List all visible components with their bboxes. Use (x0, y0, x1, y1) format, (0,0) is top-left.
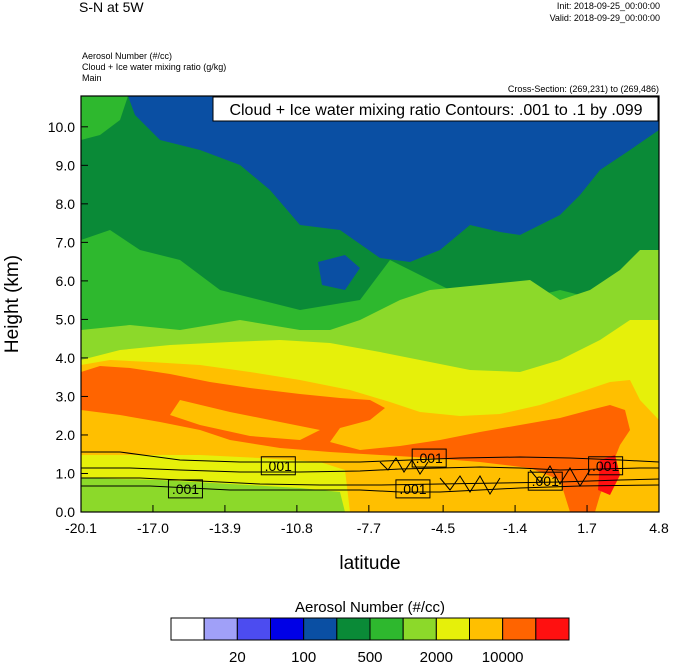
contour-label: .001 (265, 458, 292, 474)
colorbar: 20 100 500 2000 10000 (170, 617, 570, 666)
x-tick-label: 1.7 (577, 520, 597, 536)
colorbar-swatch (469, 617, 504, 641)
x-axis: -20.1 -17.0 -13.9 -10.8 -7.7 -4.5 -1.4 1.7 4.8 (65, 505, 669, 536)
x-tick-label: -1.4 (503, 520, 527, 536)
plot-title: S-N at 5W (79, 0, 144, 15)
colorbar-label: 100 (291, 649, 316, 666)
contour-label: .001 (592, 458, 619, 474)
x-tick-label: -7.7 (357, 520, 381, 536)
init-time: Init: 2018-09-25_00:00:00 (557, 1, 660, 11)
contour-label-box (395, 479, 431, 499)
cross-section-label: Cross-Section: (269,231) to (269,486) (508, 84, 659, 94)
field-main: Main (82, 73, 102, 83)
x-axis-label: latitude (339, 553, 400, 574)
colorbar-swatch (402, 617, 437, 641)
x-tick-label: -13.9 (209, 520, 241, 536)
contour-info: Cloud + Ice water mixing ratio Contours:… (229, 102, 642, 119)
y-tick-label: 4.0 (56, 350, 76, 366)
colorbar-swatch (236, 617, 271, 641)
y-axis: 0.0 1.0 2.0 3.0 4.0 5.0 6.0 7.0 8.0 9.0 10.0 (48, 119, 88, 520)
contour-label-box (527, 471, 563, 491)
colorbar-label: 500 (357, 649, 382, 666)
y-tick-label: 10.0 (48, 119, 75, 135)
x-tick-label: -17.0 (137, 520, 169, 536)
plot-frame (80, 95, 660, 513)
colorbar-swatch (203, 617, 238, 641)
contour-label: .001 (416, 450, 443, 466)
x-tick-label: -20.1 (65, 520, 97, 536)
colorbar-label: 10000 (482, 649, 524, 666)
colorbar-swatch (435, 617, 471, 641)
contour-label-box (588, 456, 624, 476)
x-tick-label: -10.8 (281, 520, 313, 536)
aerosol-field (81, 96, 659, 512)
contour-labels: .001 .001 .001 .001 .001 .001 (167, 448, 624, 499)
contour-info-box (212, 96, 659, 122)
contour-label: .001 (399, 481, 426, 497)
colorbar-swatch (369, 617, 404, 641)
colorbar-swatch (270, 617, 305, 641)
colorbar-swatch (303, 617, 338, 641)
y-tick-label: 3.0 (56, 388, 76, 404)
y-tick-label: 0.0 (56, 504, 76, 520)
colorbar-label: 20 (229, 649, 246, 666)
colorbar-swatch (336, 617, 371, 641)
field-aerosol: Aerosol Number (#/cc) (82, 51, 172, 61)
contour-label-box (411, 448, 447, 468)
y-tick-label: 9.0 (56, 157, 76, 173)
y-tick-label: 5.0 (56, 311, 76, 327)
colorbar-title: Aerosol Number (#/cc) (295, 599, 445, 616)
y-tick-label: 2.0 (56, 427, 76, 443)
colorbar-swatch (535, 617, 570, 641)
y-tick-label: 6.0 (56, 273, 76, 289)
x-tick-label: 4.8 (649, 520, 669, 536)
y-tick-label: 7.0 (56, 234, 76, 250)
y-tick-label: 8.0 (56, 196, 76, 212)
x-tick-label: -4.5 (431, 520, 455, 536)
y-axis-label: Height (km) (2, 255, 23, 353)
colorbar-swatch (170, 617, 205, 641)
valid-time: Valid: 2018-09-29_00:00:00 (550, 13, 660, 23)
contour-label: .001 (532, 473, 559, 489)
y-tick-label: 1.0 (56, 465, 76, 481)
colorbar-label: 2000 (420, 649, 453, 666)
contour-label: .001 (172, 481, 199, 497)
colorbar-swatch (502, 617, 537, 641)
contour-label-box (167, 479, 203, 499)
field-cloud-ice: Cloud + Ice water mixing ratio (g/kg) (82, 62, 226, 72)
contour-label-box (260, 456, 296, 476)
